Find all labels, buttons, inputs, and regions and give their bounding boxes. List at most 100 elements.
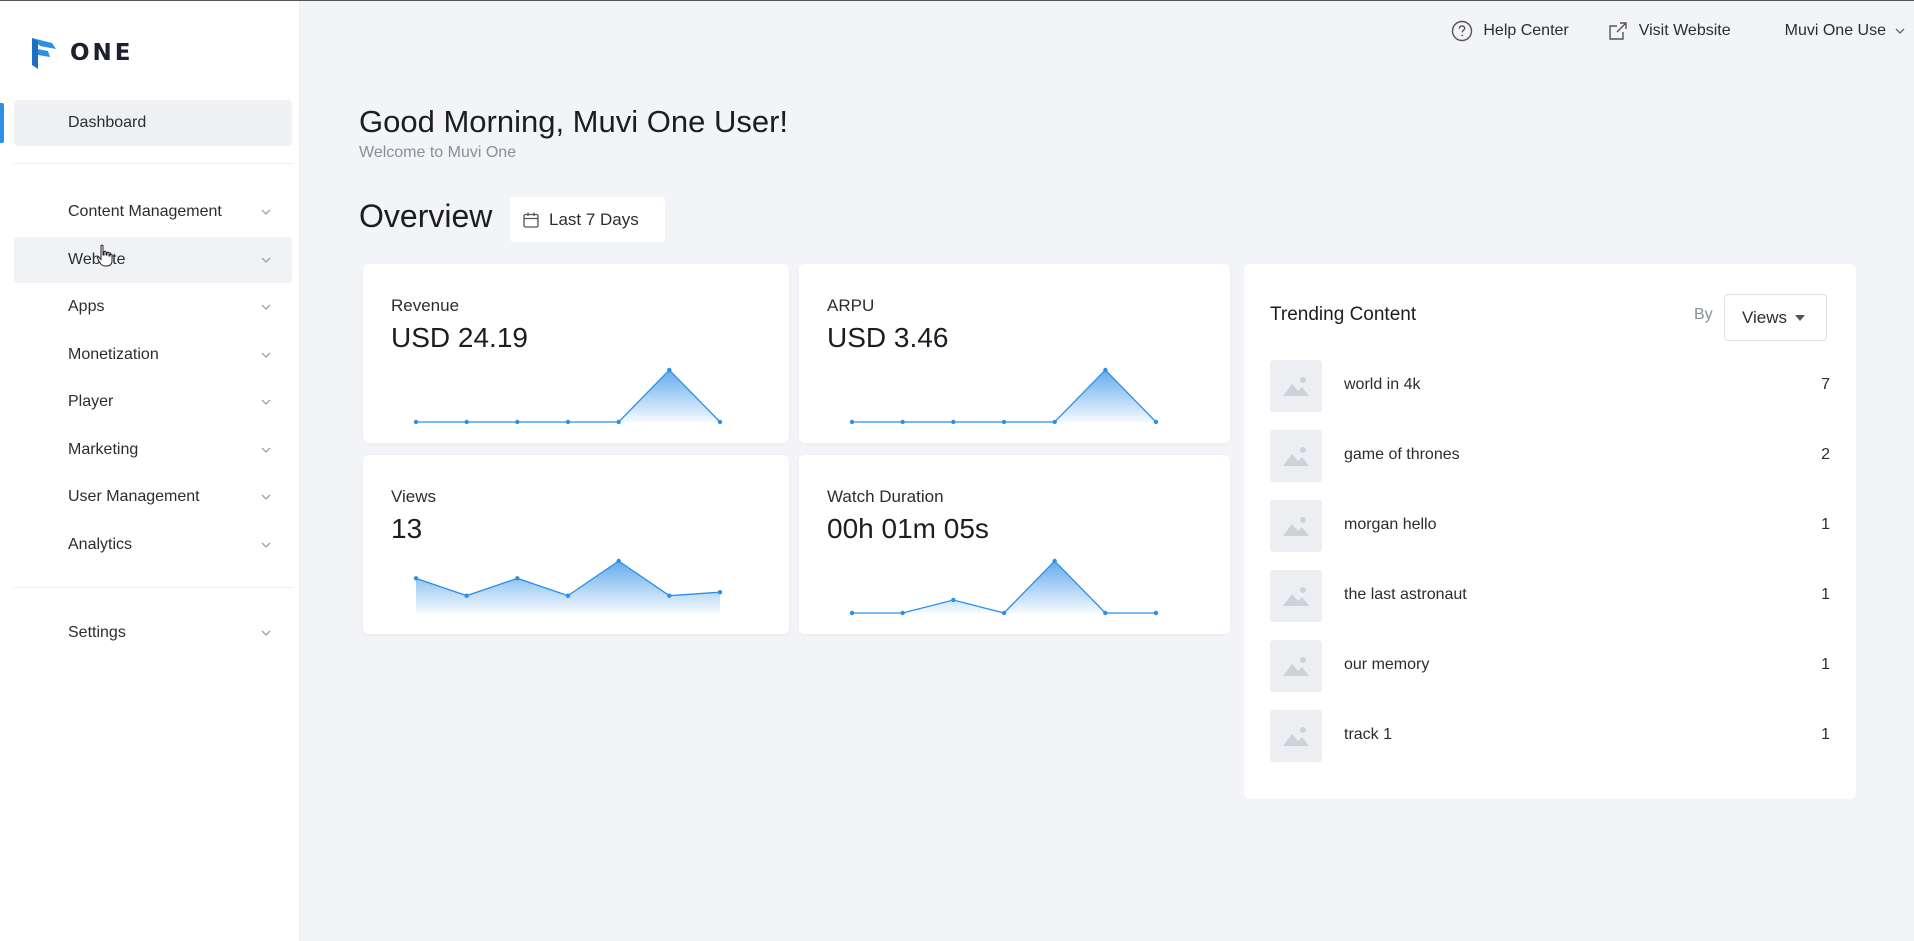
trending-item[interactable]: world in 4k 7 (1270, 360, 1830, 412)
trending-item-name: game of thrones (1344, 446, 1460, 463)
sparkline-point (464, 419, 469, 425)
sparkline-point (1153, 419, 1159, 425)
sidebar-item-website[interactable]: Website (14, 237, 292, 283)
trending-item[interactable]: game of thrones 2 (1270, 430, 1830, 482)
sidebar: ONE Dashboard Content Management Website… (0, 1, 300, 941)
logo-text: ONE (70, 40, 134, 66)
sparkline-point (565, 593, 571, 598)
sidebar-divider (14, 587, 292, 588)
metric-value: 13 (391, 513, 423, 544)
sidebar-item-monetization[interactable]: Monetization (14, 332, 292, 378)
window-top-border (0, 0, 1914, 1)
image-placeholder-icon (1283, 447, 1309, 466)
visit-website-label: Visit Website (1638, 22, 1731, 39)
calendar-icon (523, 212, 539, 228)
metric-label: ARPU (827, 296, 875, 315)
sparkline-point (1001, 610, 1007, 616)
user-menu[interactable]: Muvi One Use (1785, 22, 1906, 40)
sidebar-item-label: Monetization (68, 346, 159, 363)
sparkline-point (900, 419, 905, 425)
sparkline-point (951, 597, 956, 603)
sidebar-item-settings[interactable]: Settings (14, 610, 292, 656)
chevron-down-icon (261, 447, 271, 453)
sparkline-point (515, 419, 520, 425)
trending-item-count: 1 (1821, 586, 1830, 603)
sparkline-point (1103, 610, 1108, 616)
sidebar-item-player[interactable]: Player (14, 379, 292, 425)
sparkline-point (951, 419, 956, 425)
trending-item-count: 2 (1821, 446, 1830, 463)
sparkline (413, 558, 723, 613)
date-range-button[interactable]: Last 7 Days (510, 197, 665, 242)
image-placeholder-icon (1283, 587, 1309, 606)
trending-item[interactable]: morgan hello 1 (1270, 500, 1830, 552)
image-placeholder-icon (1283, 517, 1309, 536)
sidebar-item-analytics[interactable]: Analytics (14, 522, 292, 568)
sidebar-item-apps[interactable]: Apps (14, 284, 292, 330)
sparkline-point (667, 367, 672, 373)
logo[interactable]: ONE (28, 35, 134, 71)
hand-cursor-icon (96, 244, 113, 267)
sparkline-point (717, 419, 723, 425)
trending-item-name: morgan hello (1344, 516, 1437, 533)
sidebar-item-content-management[interactable]: Content Management (14, 189, 292, 235)
external-link-icon (1609, 22, 1627, 40)
sparkline-point (1001, 419, 1007, 425)
visit-website-link[interactable]: Visit Website (1607, 20, 1731, 42)
sparkline-point (616, 558, 621, 564)
sidebar-item-dashboard[interactable]: Dashboard (14, 100, 292, 146)
sparkline-point (1052, 419, 1057, 425)
trending-item[interactable]: track 1 1 (1270, 710, 1830, 762)
sparkline-point (717, 590, 723, 595)
sparkline-area (852, 561, 1156, 613)
help-center-link[interactable]: Help Center (1451, 20, 1569, 42)
sidebar-item-label: Content Management (68, 203, 222, 220)
caret-down-icon (1795, 314, 1806, 321)
thumbnail-placeholder (1270, 430, 1322, 482)
thumbnail-placeholder (1270, 640, 1322, 692)
sparkline-point (849, 610, 855, 616)
trending-item-name: track 1 (1344, 726, 1393, 743)
sparkline-area (416, 561, 720, 613)
chevron-down-icon (261, 209, 271, 215)
trending-item-count: 1 (1821, 516, 1830, 533)
metric-value: USD 3.46 (827, 322, 949, 353)
metric-label: Views (391, 487, 437, 506)
sparkline-point (616, 419, 621, 425)
nav-active-indicator (0, 103, 4, 143)
sidebar-item-label: Player (68, 393, 114, 410)
sort-by-dropdown[interactable]: Views (1724, 294, 1827, 341)
sparkline-point (565, 419, 571, 425)
sidebar-divider (14, 163, 292, 164)
trending-item[interactable]: our memory 1 (1270, 640, 1830, 692)
sparkline-point (464, 593, 469, 598)
metric-card-watch-duration: Watch Duration 00h 01m 05s (799, 455, 1230, 634)
help-icon (1452, 20, 1473, 42)
image-placeholder-icon (1283, 727, 1309, 746)
trending-title: Trending Content (1270, 304, 1417, 325)
sparkline-point (1052, 558, 1057, 564)
thumbnail-placeholder (1270, 570, 1322, 622)
sparkline (413, 367, 723, 425)
metric-card-revenue: Revenue USD 24.19 (363, 264, 789, 443)
sort-by-label: By (1694, 306, 1713, 323)
metric-card-views: Views 13 (363, 455, 789, 634)
muvi-logo-icon (32, 38, 56, 69)
thumbnail-placeholder (1270, 360, 1322, 412)
sparkline-point (413, 419, 419, 425)
help-center-label: Help Center (1483, 22, 1569, 39)
sparkline-line (852, 560, 1156, 614)
top-header: Help Center Visit Website Muvi One Use (1451, 16, 1914, 46)
sidebar-item-user-management[interactable]: User Management (14, 474, 292, 520)
sort-by-value: Views (1742, 307, 1788, 327)
sparkline-area (852, 370, 1156, 422)
sparkline (849, 558, 1159, 616)
trending-item[interactable]: the last astronaut 1 (1270, 570, 1830, 622)
metric-label: Revenue (391, 296, 460, 315)
trending-item-name: the last astronaut (1344, 586, 1467, 603)
chevron-down-icon (261, 304, 271, 310)
sidebar-item-marketing[interactable]: Marketing (14, 427, 292, 473)
metric-value: USD 24.19 (391, 322, 528, 353)
date-range-label: Last 7 Days (549, 209, 639, 229)
sparkline-point (1103, 367, 1108, 373)
